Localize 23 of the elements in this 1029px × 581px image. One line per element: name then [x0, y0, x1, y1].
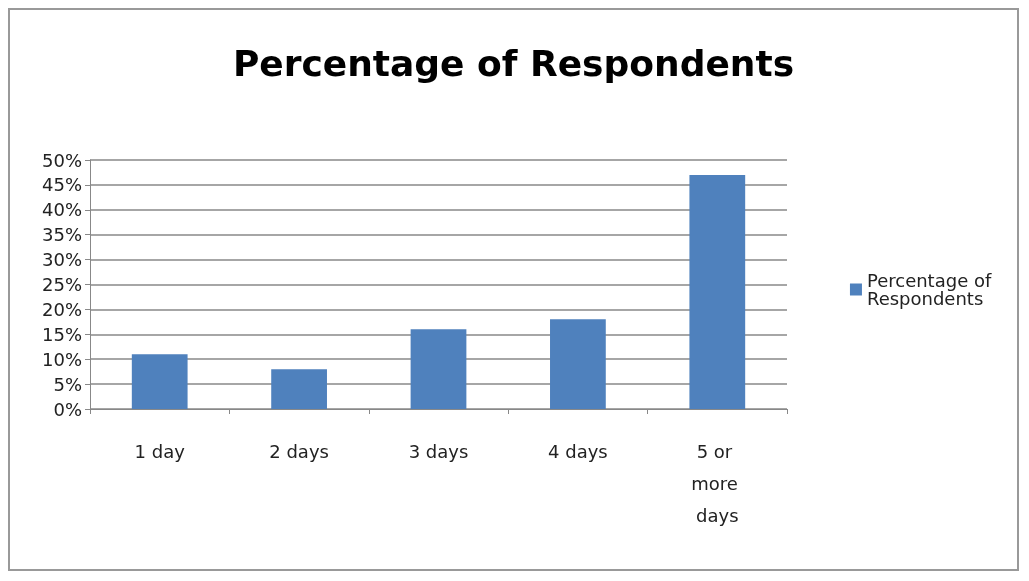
x-tick-label: 3 days	[408, 440, 469, 462]
y-tick-label: 0%	[53, 398, 82, 420]
x-tick-label: 1 day	[134, 440, 186, 462]
y-tick-label: 35%	[41, 224, 82, 246]
bar	[271, 369, 327, 409]
chart-title: Percentage of Respondents	[232, 42, 795, 84]
bar	[689, 174, 746, 409]
bar	[410, 329, 467, 409]
y-tick-label: 50%	[41, 149, 82, 171]
y-tick-label: 40%	[41, 199, 82, 221]
bar	[550, 319, 606, 409]
y-tick-label: 20%	[41, 298, 82, 320]
y-tick-label: 25%	[41, 274, 82, 295]
y-tick-label: 45%	[41, 174, 82, 196]
bar	[131, 354, 188, 409]
y-tick-label: 5%	[53, 373, 82, 395]
y-tick-label: 15%	[41, 323, 82, 345]
x-tick-label: 4 days	[548, 440, 608, 462]
y-tick-label: 10%	[41, 348, 82, 370]
y-tick-label: 30%	[41, 249, 82, 271]
legend-label: Percentage of Respondents	[866, 270, 998, 309]
x-tick-label: 2 days	[269, 440, 329, 462]
x-tick-label: 5 or more days	[691, 440, 744, 526]
